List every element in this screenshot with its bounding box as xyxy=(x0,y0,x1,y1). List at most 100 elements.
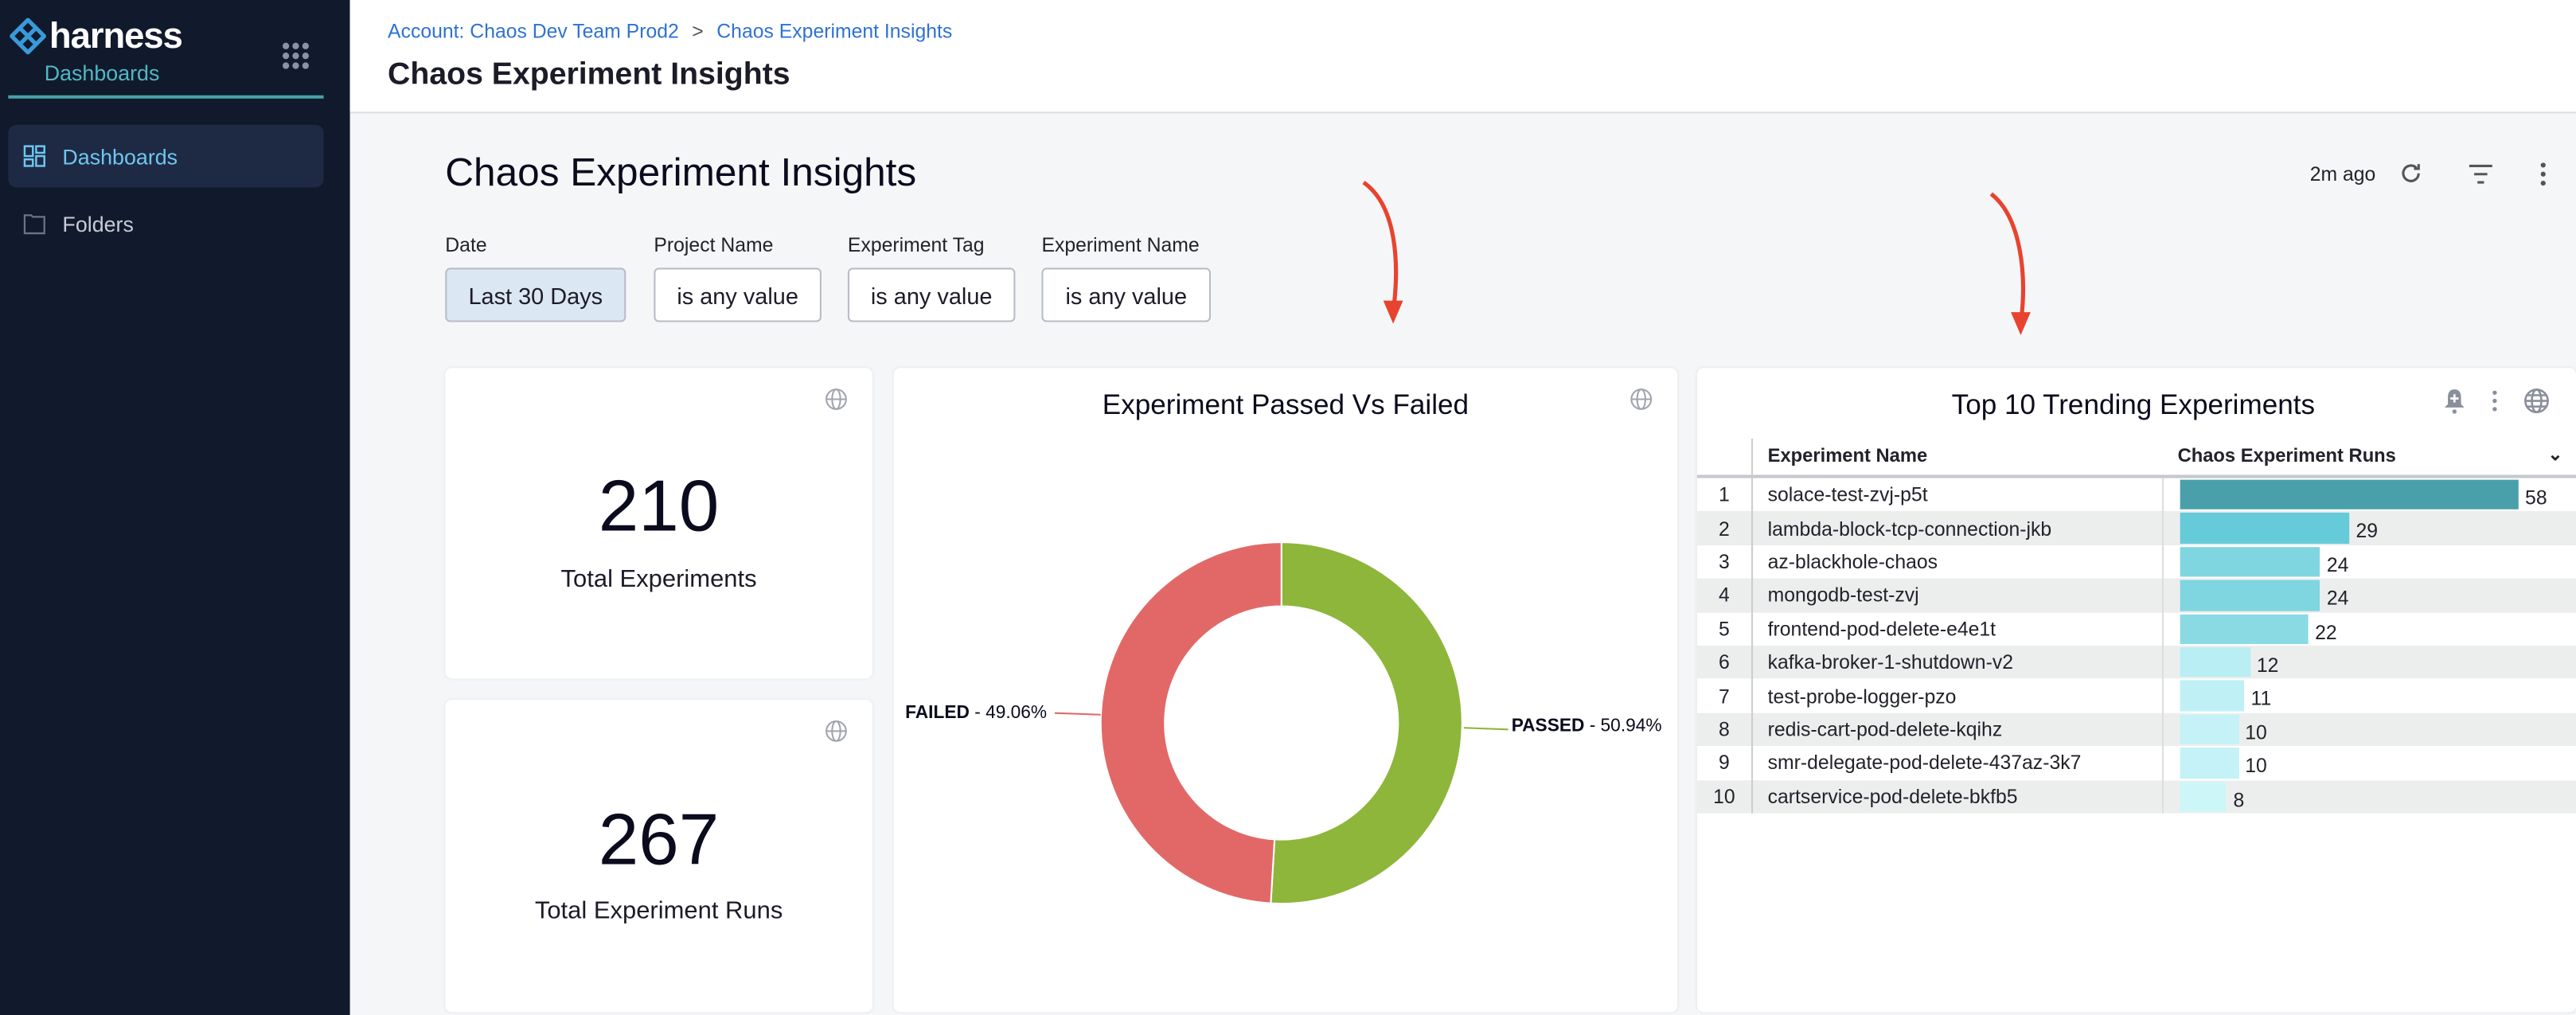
table-row[interactable]: 9 smr-delegate-pod-delete-437az-3k7 10 xyxy=(1696,746,2576,780)
row-rank: 7 xyxy=(1696,679,1754,713)
app-switcher-icon[interactable] xyxy=(282,42,309,69)
sidebar: harness Dashboards Dashboards Folders xyxy=(0,0,350,1015)
runs-bar xyxy=(2180,647,2250,677)
runs-value: 29 xyxy=(2355,519,2379,543)
runs-value: 24 xyxy=(2326,553,2349,576)
runs-bar xyxy=(2180,613,2309,644)
row-rank: 9 xyxy=(1696,746,1754,780)
experiment-name: solace-test-zvj-p5t xyxy=(1752,476,2164,512)
filter-label-project: Project Name xyxy=(654,233,774,256)
column-header-runs-label: Chaos Experiment Runs xyxy=(2177,447,2396,467)
trending-table: Experiment Name Chaos Experiment Runs ⌄ 1… xyxy=(1696,439,2576,814)
chevron-down-icon[interactable]: ⌄ xyxy=(2547,445,2563,466)
table-row[interactable]: 7 test-probe-logger-pzo 11 xyxy=(1696,679,2576,713)
experiment-name: redis-cart-pod-delete-kqihz xyxy=(1752,712,2164,747)
globe-icon[interactable] xyxy=(2523,388,2550,414)
filter-label-name: Experiment Name xyxy=(1041,233,1200,256)
total-experiments-value: 210 xyxy=(598,467,720,548)
total-runs-value: 267 xyxy=(598,800,720,881)
filter-label-tag: Experiment Tag xyxy=(847,233,985,256)
annotation-arrow-1 xyxy=(1362,180,1403,324)
slice-passed[interactable] xyxy=(1270,541,1463,905)
sidebar-item-dashboards[interactable]: Dashboards xyxy=(8,124,324,188)
runs-cell: 22 xyxy=(2163,612,2576,646)
row-rank: 5 xyxy=(1696,611,1754,646)
runs-bar xyxy=(2180,681,2245,712)
globe-icon[interactable] xyxy=(825,720,848,743)
table-row[interactable]: 5 frontend-pod-delete-e4e1t 22 xyxy=(1696,611,2576,646)
row-rank: 6 xyxy=(1696,645,1754,680)
experiment-name: lambda-block-tcp-connection-jkb xyxy=(1752,511,2164,545)
runs-cell: 10 xyxy=(2163,746,2576,779)
total-runs-tile: 267 Total Experiment Runs xyxy=(445,700,872,1013)
sidebar-item-folders[interactable]: Folders xyxy=(8,192,323,254)
runs-cell: 29 xyxy=(2162,511,2576,545)
breadcrumb-account[interactable]: Account: Chaos Dev Team Prod2 xyxy=(388,19,679,43)
dashboard-title: Chaos Experiment Insights xyxy=(445,150,917,196)
breadcrumb-separator: > xyxy=(692,19,704,43)
runs-cell: 24 xyxy=(2162,578,2576,612)
runs-cell: 8 xyxy=(2162,779,2576,814)
row-rank: 3 xyxy=(1696,545,1754,579)
runs-cell: 10 xyxy=(2162,712,2576,747)
table-row[interactable]: 1 solace-test-zvj-p5t 58 xyxy=(1696,476,2576,512)
globe-icon[interactable] xyxy=(1630,388,1653,411)
failed-leader-line xyxy=(1054,712,1101,716)
runs-value: 24 xyxy=(2326,587,2349,611)
row-rank: 2 xyxy=(1696,511,1754,545)
experiment-name: cartservice-pod-delete-bkfb5 xyxy=(1752,779,2164,814)
logo-text: harness xyxy=(49,14,183,57)
breadcrumb-dashboard[interactable]: Chaos Experiment Insights xyxy=(716,19,953,43)
table-row[interactable]: 6 kafka-broker-1-shutdown-v2 12 xyxy=(1696,645,2576,680)
filter-icon[interactable] xyxy=(2468,162,2494,185)
globe-icon[interactable] xyxy=(825,388,848,411)
runs-value: 58 xyxy=(2525,486,2547,509)
runs-value: 8 xyxy=(2233,787,2245,811)
more-options-icon[interactable] xyxy=(2491,389,2499,412)
date-filter-button[interactable]: Last 30 Days xyxy=(445,267,626,322)
column-header-name[interactable]: Experiment Name xyxy=(1752,439,2163,478)
tag-filter-button[interactable]: is any value xyxy=(847,267,1016,322)
runs-bar xyxy=(2180,580,2320,611)
table-row[interactable]: 3 az-blackhole-chaos 24 xyxy=(1696,545,2576,579)
page-title: Chaos Experiment Insights xyxy=(388,57,790,92)
runs-value: 22 xyxy=(2315,620,2337,644)
runs-value: 10 xyxy=(2245,720,2267,744)
sidebar-item-label: Dashboards xyxy=(62,143,178,169)
refresh-icon[interactable] xyxy=(2398,161,2423,185)
top-trending-card: Top 10 Trending Experiments Experiment N… xyxy=(1696,368,2576,1013)
alert-bell-icon[interactable] xyxy=(2443,388,2466,414)
runs-bar xyxy=(2180,714,2238,745)
dashboard-grid-icon xyxy=(23,145,45,167)
experiment-name-filter-button[interactable]: is any value xyxy=(1041,267,1212,322)
row-rank: 1 xyxy=(1696,476,1754,512)
harness-logo[interactable]: harness xyxy=(10,14,183,58)
breadcrumb: Account: Chaos Dev Team Prod2 > Chaos Ex… xyxy=(388,20,952,43)
row-rank: 10 xyxy=(1696,779,1754,814)
last-updated: 2m ago xyxy=(2309,162,2376,186)
runs-cell: 11 xyxy=(2163,679,2576,712)
experiment-name: frontend-pod-delete-e4e1t xyxy=(1752,611,2164,646)
experiment-name: test-probe-logger-pzo xyxy=(1752,679,2164,713)
passed-vs-failed-card: Experiment Passed Vs Failed FAILED - 49.… xyxy=(893,368,1678,1013)
project-filter-button[interactable]: is any value xyxy=(654,267,822,322)
page-header: Account: Chaos Dev Team Prod2 > Chaos Ex… xyxy=(349,0,2576,114)
runs-cell: 58 xyxy=(2163,477,2576,512)
slice-failed[interactable] xyxy=(1099,541,1282,904)
more-options-icon[interactable] xyxy=(2539,161,2548,187)
annotation-arrow-2 xyxy=(1989,192,2031,336)
runs-bar xyxy=(2180,479,2519,510)
runs-value: 12 xyxy=(2256,654,2279,677)
index-header xyxy=(1696,439,1754,478)
table-row[interactable]: 4 mongodb-test-zvj 24 xyxy=(1696,578,2576,612)
sidebar-item-label: Folders xyxy=(62,211,134,236)
passed-leader-line xyxy=(1463,727,1509,731)
experiment-name: mongodb-test-zvj xyxy=(1752,578,2164,612)
runs-cell: 12 xyxy=(2162,645,2576,680)
table-row[interactable]: 2 lambda-block-tcp-connection-jkb 29 xyxy=(1696,511,2576,545)
runs-value: 11 xyxy=(2250,687,2272,711)
table-row[interactable]: 10 cartservice-pod-delete-bkfb5 8 xyxy=(1696,779,2576,814)
column-header-runs[interactable]: Chaos Experiment Runs ⌄ xyxy=(2162,439,2576,478)
runs-bar xyxy=(2180,781,2227,812)
table-row[interactable]: 8 redis-cart-pod-delete-kqihz 10 xyxy=(1696,712,2576,747)
